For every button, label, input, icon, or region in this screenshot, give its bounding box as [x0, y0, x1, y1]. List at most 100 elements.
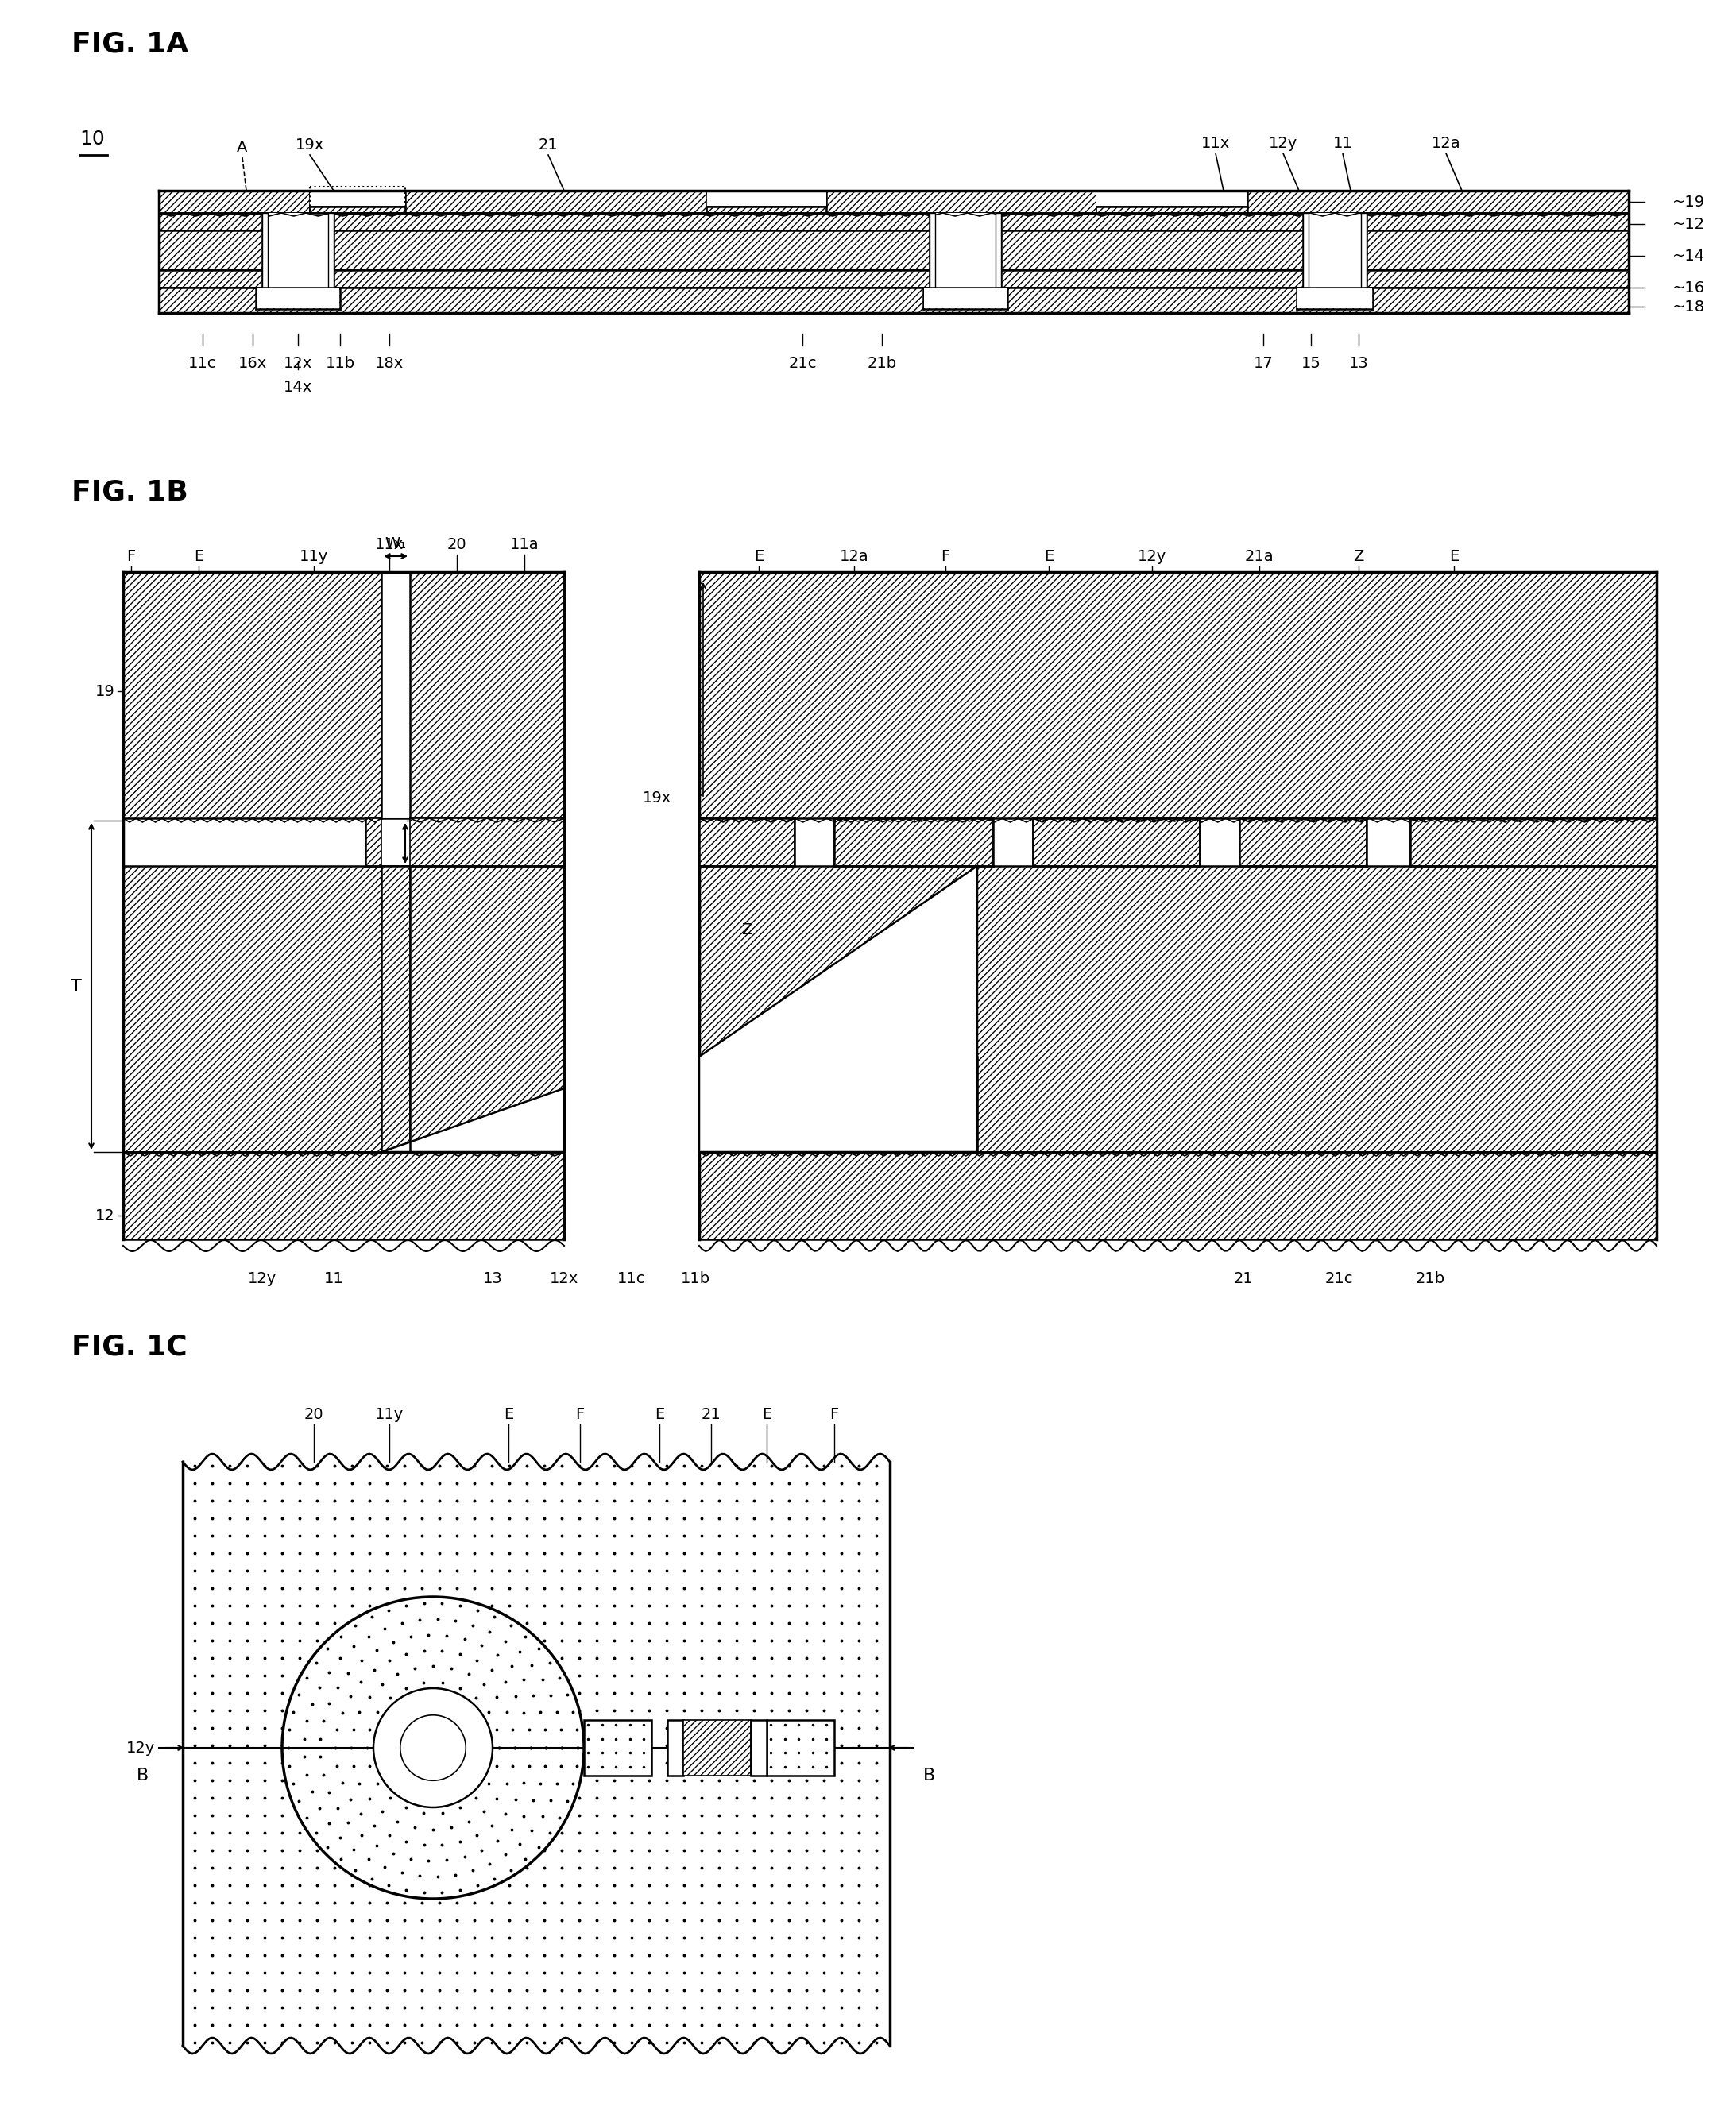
- Text: FIG. 1B: FIG. 1B: [71, 480, 187, 505]
- Bar: [700, 1057, 977, 1152]
- Text: 12a: 12a: [840, 550, 868, 564]
- Bar: [995, 212, 1002, 289]
- Text: 18x: 18x: [375, 356, 404, 371]
- Text: ~12: ~12: [1672, 216, 1705, 231]
- Bar: [1097, 191, 1248, 212]
- Text: 10: 10: [80, 129, 104, 149]
- Bar: [328, 212, 333, 289]
- Bar: [257, 289, 339, 308]
- Text: B: B: [924, 1768, 936, 1785]
- Text: 11c: 11c: [618, 1271, 646, 1286]
- Bar: [929, 212, 1002, 289]
- Text: 12: 12: [95, 1207, 115, 1222]
- Bar: [160, 269, 1628, 289]
- Text: 19x: 19x: [642, 792, 672, 806]
- Text: 12x: 12x: [550, 1271, 578, 1286]
- Bar: [1097, 206, 1248, 212]
- Text: 11: 11: [325, 1271, 344, 1286]
- Text: 12y: 12y: [248, 1271, 276, 1286]
- Text: 21a: 21a: [1245, 550, 1274, 564]
- Text: 21: 21: [538, 138, 557, 153]
- Text: ~16: ~16: [1672, 280, 1705, 295]
- Bar: [1033, 819, 1200, 866]
- Bar: [382, 866, 410, 1152]
- Text: F: F: [830, 1407, 838, 1422]
- Bar: [123, 866, 564, 1152]
- Bar: [1248, 191, 1628, 212]
- Bar: [750, 1721, 767, 1776]
- Text: 11x: 11x: [1201, 136, 1231, 151]
- Bar: [1410, 819, 1656, 866]
- Text: 13: 13: [483, 1271, 502, 1286]
- Bar: [700, 1152, 1656, 1239]
- Bar: [700, 866, 1656, 1152]
- Text: 15: 15: [1300, 356, 1321, 371]
- Text: 19x: 19x: [295, 138, 325, 153]
- Text: 17: 17: [1253, 356, 1272, 371]
- Bar: [835, 819, 993, 866]
- Bar: [700, 573, 1656, 819]
- Text: Z: Z: [1354, 550, 1364, 564]
- Polygon shape: [700, 866, 977, 1152]
- Text: T: T: [71, 978, 82, 995]
- Bar: [160, 212, 1628, 231]
- Text: E: E: [503, 1407, 514, 1422]
- Circle shape: [373, 1689, 493, 1808]
- Text: 14x: 14x: [283, 380, 312, 395]
- Bar: [583, 1721, 651, 1776]
- Bar: [684, 1721, 750, 1776]
- Text: 12a: 12a: [1432, 136, 1460, 151]
- Text: D₁: D₁: [420, 836, 437, 851]
- Bar: [700, 819, 795, 866]
- Text: 19: 19: [95, 683, 115, 698]
- Text: 11x: 11x: [375, 537, 404, 552]
- Text: 11a: 11a: [510, 537, 538, 552]
- Text: FIG. 1C: FIG. 1C: [71, 1333, 187, 1360]
- Text: E: E: [762, 1407, 771, 1422]
- Text: 21c: 21c: [1325, 1271, 1352, 1286]
- Bar: [1304, 212, 1309, 289]
- Text: 11b: 11b: [325, 356, 354, 371]
- Text: E: E: [753, 550, 764, 564]
- Bar: [929, 212, 936, 289]
- Bar: [262, 212, 267, 289]
- Text: 11b: 11b: [681, 1271, 710, 1286]
- Text: E: E: [1450, 550, 1458, 564]
- Text: F: F: [127, 550, 135, 564]
- Text: ~19: ~19: [1672, 195, 1705, 210]
- Text: A: A: [238, 140, 248, 155]
- Text: 13: 13: [1349, 356, 1368, 371]
- Text: F: F: [576, 1407, 585, 1422]
- Polygon shape: [382, 1089, 564, 1152]
- Text: 16x: 16x: [238, 356, 267, 371]
- Text: F: F: [941, 550, 950, 564]
- Bar: [309, 187, 404, 212]
- Text: 21: 21: [1234, 1271, 1253, 1286]
- Text: Z: Z: [741, 921, 752, 938]
- Text: 21b: 21b: [1415, 1271, 1444, 1286]
- Bar: [160, 191, 1628, 212]
- Bar: [826, 191, 1097, 212]
- Text: 21: 21: [701, 1407, 720, 1422]
- Bar: [767, 1721, 835, 1776]
- Text: ~18: ~18: [1672, 299, 1705, 314]
- Text: E: E: [654, 1407, 665, 1422]
- Bar: [160, 289, 1628, 314]
- Text: E: E: [194, 550, 203, 564]
- Bar: [707, 191, 826, 212]
- Bar: [924, 289, 1007, 308]
- Bar: [123, 1152, 564, 1239]
- Bar: [262, 212, 333, 289]
- Bar: [404, 191, 707, 212]
- Text: 12y: 12y: [1269, 136, 1297, 151]
- Bar: [1240, 819, 1366, 866]
- Text: ~14: ~14: [1672, 248, 1705, 263]
- Text: W₁: W₁: [385, 537, 406, 552]
- Text: 20: 20: [448, 537, 467, 552]
- Text: 12x: 12x: [283, 356, 312, 371]
- Text: 11c: 11c: [189, 356, 217, 371]
- Text: FIG. 1A: FIG. 1A: [71, 30, 189, 57]
- Bar: [707, 206, 826, 212]
- Bar: [1361, 212, 1366, 289]
- Bar: [123, 573, 564, 819]
